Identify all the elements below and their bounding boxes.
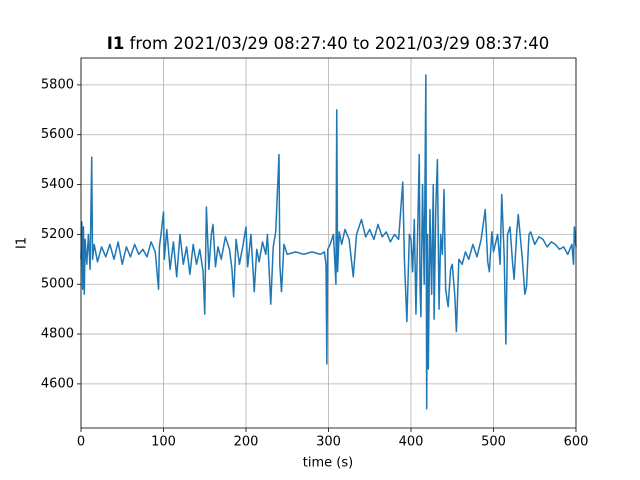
x-tick-label: 100 bbox=[151, 435, 176, 450]
chart-title: I1 from 2021/03/29 08:27:40 to 2021/03/2… bbox=[107, 34, 549, 53]
title-text: from 2021/03/29 08:27:40 to 2021/03/29 0… bbox=[130, 34, 550, 53]
x-tick-label: 300 bbox=[316, 435, 341, 450]
y-tick-label: 5600 bbox=[41, 127, 74, 142]
x-tick-label: 0 bbox=[77, 435, 85, 450]
y-tick-label: 5000 bbox=[41, 277, 74, 292]
y-tick-label: 5800 bbox=[41, 77, 74, 92]
y-tick-label: 5200 bbox=[41, 227, 74, 242]
title-bold: I1 bbox=[107, 34, 125, 53]
plot-frame bbox=[80, 57, 577, 429]
y-tick-label: 4600 bbox=[41, 376, 74, 391]
y-tick-label: 5400 bbox=[41, 177, 74, 192]
y-axis-label: I1 bbox=[15, 237, 30, 249]
x-tick-label: 400 bbox=[399, 435, 424, 450]
x-tick-label: 500 bbox=[481, 435, 506, 450]
x-tick-label: 200 bbox=[234, 435, 259, 450]
x-tick-label: 600 bbox=[564, 435, 589, 450]
y-tick-label: 4800 bbox=[41, 327, 74, 342]
data-line bbox=[80, 74, 577, 410]
x-axis-label: time (s) bbox=[303, 456, 353, 471]
